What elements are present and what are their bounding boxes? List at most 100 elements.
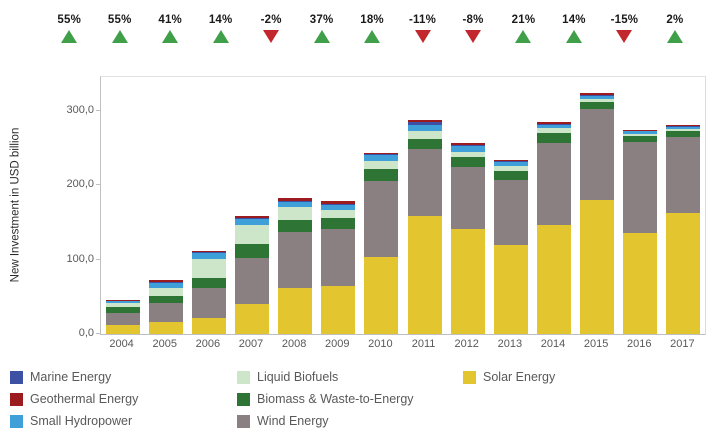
bar-segment[interactable] [493, 161, 528, 167]
bar-segment[interactable] [536, 142, 571, 225]
bar-segment[interactable] [148, 296, 183, 304]
bar-segment[interactable] [364, 154, 399, 156]
stacked-bar-2010[interactable] [364, 153, 399, 334]
bar-segment[interactable] [278, 198, 313, 201]
bar-segment[interactable] [364, 161, 399, 169]
stacked-bar-2016[interactable] [623, 129, 658, 334]
bar-segment[interactable] [364, 155, 399, 162]
bar-segment[interactable] [321, 228, 356, 287]
bar-segment[interactable] [450, 167, 485, 229]
bar-segment[interactable] [666, 125, 701, 126]
bar-segment[interactable] [278, 220, 313, 232]
bar-segment[interactable] [191, 258, 226, 279]
bar-segment[interactable] [234, 215, 269, 218]
bar-segment[interactable] [105, 325, 140, 334]
bar-segment[interactable] [623, 134, 658, 136]
bar-segment[interactable] [493, 159, 528, 161]
bar-segment[interactable] [148, 282, 183, 288]
stacked-bar-2014[interactable] [536, 122, 571, 334]
bar-segment[interactable] [623, 232, 658, 334]
bar-segment[interactable] [407, 149, 442, 216]
bar-segment[interactable] [234, 243, 269, 259]
bar-segment[interactable] [666, 128, 701, 131]
stacked-bar-2009[interactable] [321, 201, 356, 334]
bar-segment[interactable] [580, 199, 615, 334]
legend-item[interactable]: Wind Energy [237, 410, 414, 432]
bar-segment[interactable] [234, 258, 269, 305]
stacked-bar-2011[interactable] [407, 119, 442, 334]
legend-item[interactable]: Biomass & Waste-to-Energy [237, 388, 414, 410]
bar-segment[interactable] [493, 166, 528, 171]
bar-segment[interactable] [493, 244, 528, 334]
bar-segment[interactable] [364, 168, 399, 182]
bar-segment[interactable] [580, 94, 615, 96]
bar-segment[interactable] [321, 203, 356, 206]
bar-segment[interactable] [191, 252, 226, 259]
bar-segment[interactable] [536, 128, 571, 133]
legend-item[interactable]: Liquid Biofuels [237, 366, 414, 388]
bar-segment[interactable] [407, 122, 442, 126]
bar-segment[interactable] [278, 287, 313, 334]
bar-segment[interactable] [321, 217, 356, 229]
stacked-bar-2004[interactable] [105, 299, 140, 334]
bar-segment[interactable] [623, 129, 658, 131]
bar-segment[interactable] [623, 141, 658, 233]
bar-segment[interactable] [407, 215, 442, 334]
bar-segment[interactable] [666, 213, 701, 334]
bar-segment[interactable] [450, 151, 485, 158]
stacked-bar-2013[interactable] [493, 159, 528, 334]
bar-segment[interactable] [364, 153, 399, 155]
legend-item[interactable]: Marine Energy [10, 366, 138, 388]
stacked-bar-2015[interactable] [580, 93, 615, 334]
bar-segment[interactable] [536, 132, 571, 143]
stacked-bar-2007[interactable] [234, 215, 269, 334]
bar-segment[interactable] [536, 123, 571, 126]
bar-segment[interactable] [407, 138, 442, 150]
bar-segment[interactable] [580, 93, 615, 95]
bar-segment[interactable] [321, 210, 356, 218]
bar-segment[interactable] [105, 300, 140, 302]
bar-segment[interactable] [191, 250, 226, 252]
bar-segment[interactable] [234, 224, 269, 244]
bar-segment[interactable] [407, 125, 442, 132]
bar-segment[interactable] [407, 119, 442, 123]
bar-segment[interactable] [191, 317, 226, 334]
bar-segment[interactable] [666, 125, 701, 127]
bar-segment[interactable] [234, 219, 269, 225]
stacked-bar-2017[interactable] [666, 125, 701, 334]
bar-segment[interactable] [148, 303, 183, 323]
bar-segment[interactable] [105, 301, 140, 304]
stacked-bar-2005[interactable] [148, 280, 183, 334]
bar-segment[interactable] [493, 160, 528, 162]
stacked-bar-2008[interactable] [278, 198, 313, 334]
bar-segment[interactable] [105, 313, 140, 326]
bar-segment[interactable] [580, 101, 615, 110]
bar-segment[interactable] [536, 224, 571, 334]
bar-segment[interactable] [450, 157, 485, 168]
bar-segment[interactable] [234, 304, 269, 334]
bar-segment[interactable] [666, 136, 701, 214]
bar-segment[interactable] [493, 170, 528, 180]
bar-segment[interactable] [278, 200, 313, 203]
legend-item[interactable]: Small Hydropower [10, 410, 138, 432]
bar-segment[interactable] [666, 130, 701, 137]
bar-segment[interactable] [450, 146, 485, 152]
bar-segment[interactable] [321, 201, 356, 204]
bar-segment[interactable] [191, 251, 226, 253]
bar-segment[interactable] [148, 280, 183, 282]
bar-segment[interactable] [364, 256, 399, 334]
bar-segment[interactable] [278, 206, 313, 221]
legend-item[interactable]: Solar Energy [463, 366, 555, 388]
bar-segment[interactable] [450, 144, 485, 147]
bar-segment[interactable] [580, 98, 615, 102]
bar-segment[interactable] [493, 179, 528, 245]
bar-segment[interactable] [105, 306, 140, 314]
bar-segment[interactable] [536, 125, 571, 129]
stacked-bar-2006[interactable] [191, 250, 226, 334]
bar-segment[interactable] [105, 299, 140, 301]
legend-item[interactable]: Geothermal Energy [10, 388, 138, 410]
bar-segment[interactable] [580, 109, 615, 200]
bar-segment[interactable] [580, 95, 615, 99]
bar-segment[interactable] [321, 205, 356, 211]
bar-segment[interactable] [407, 131, 442, 139]
